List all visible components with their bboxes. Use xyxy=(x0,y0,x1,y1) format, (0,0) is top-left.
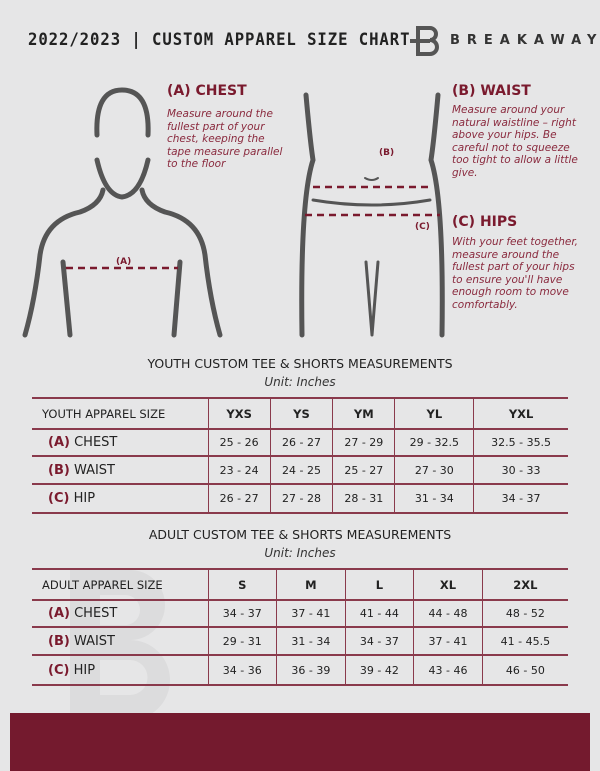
row-label: WAIST xyxy=(73,462,116,478)
row-label: HIP xyxy=(73,491,96,506)
cell: 41 - 44 xyxy=(344,599,414,628)
cell: 31 - 34 xyxy=(394,483,474,514)
waist-instructions: Measure around your natural waistline – … xyxy=(452,104,578,179)
row-tag: (C) xyxy=(48,662,70,678)
table-row: (A) CHEST 34 - 37 37 - 41 41 - 44 44 - 48 48 … xyxy=(32,599,568,628)
row-label: CHEST xyxy=(74,435,118,450)
table-header-row: YOUTH APPAREL SIZE YXS YS YM YL YXL xyxy=(32,397,568,430)
cell: 29 - 32.5 xyxy=(394,428,474,457)
cell: 46 - 50 xyxy=(481,654,568,686)
size-col: YL xyxy=(394,397,474,430)
cell: 39 - 42 xyxy=(344,654,414,686)
cell: 37 - 41 xyxy=(276,599,346,628)
cell: 36 - 39 xyxy=(276,654,346,686)
cell: 24 - 25 xyxy=(269,455,333,485)
cell: 44 - 48 xyxy=(413,599,483,628)
waist-marker: (B) xyxy=(379,148,395,158)
table-row: (C) HIP 34 - 36 36 - 39 39 - 42 43 - 46 46 - … xyxy=(32,654,568,686)
cell: 32.5 - 35.5 xyxy=(473,428,568,457)
size-header: ADULT APPAREL SIZE xyxy=(32,568,208,601)
row-label: CHEST xyxy=(74,606,118,621)
cell: 26 - 27 xyxy=(207,483,271,514)
hips-heading: (C) HIPS xyxy=(452,214,518,230)
row-tag: (A) xyxy=(48,435,70,450)
table-row: (B) WAIST 29 - 31 31 - 34 34 - 37 37 - 41 41 … xyxy=(32,626,568,656)
size-col: 2XL xyxy=(481,568,568,601)
table-row: (A) CHEST 25 - 26 26 - 27 27 - 29 29 - 32.5 3… xyxy=(32,428,568,457)
cell: 41 - 45.5 xyxy=(481,626,568,656)
row-label: WAIST xyxy=(73,633,116,649)
cell: 43 - 46 xyxy=(413,654,483,686)
adult-unit: Unit: Inches xyxy=(264,546,336,560)
size-col: YXL xyxy=(473,397,568,430)
footer-bar xyxy=(10,713,590,771)
hips-instructions: With your feet together, measure around … xyxy=(452,236,579,311)
cell: 23 - 24 xyxy=(207,455,271,485)
page-title: 2022/2023 | CUSTOM APPAREL SIZE CHART xyxy=(28,30,411,50)
cell: 27 - 30 xyxy=(394,455,474,485)
table-row: (B) WAIST 23 - 24 24 - 25 25 - 27 27 - 30 30 … xyxy=(32,455,568,485)
chest-marker: (A) xyxy=(116,257,132,267)
adult-size-table: ADULT APPAREL SIZE S M L XL 2XL (A) CHEST 34 … xyxy=(32,568,568,686)
row-tag: (A) xyxy=(48,606,70,621)
size-col: YS xyxy=(269,397,333,430)
row-tag: (B) xyxy=(48,462,70,478)
cell: 31 - 34 xyxy=(276,626,346,656)
cell: 26 - 27 xyxy=(269,428,333,457)
size-header: YOUTH APPAREL SIZE xyxy=(32,397,208,430)
table-header-row: ADULT APPAREL SIZE S M L XL 2XL xyxy=(32,568,568,601)
measure-lines xyxy=(66,185,440,270)
youth-table-title: YOUTH CUSTOM TEE & SHORTS MEASUREMENTS xyxy=(147,356,453,371)
breakaway-logo-icon xyxy=(410,26,439,56)
adult-table-title: ADULT CUSTOM TEE & SHORTS MEASUREMENTS xyxy=(148,527,452,542)
chest-figure-icon xyxy=(22,87,445,338)
chest-heading: (A) CHEST xyxy=(167,83,247,99)
size-col: L xyxy=(344,568,414,601)
table-row: (C) HIP 26 - 27 27 - 28 28 - 31 31 - 34 34 - … xyxy=(32,483,568,514)
row-tag: (C) xyxy=(48,491,70,506)
cell: 27 - 28 xyxy=(269,483,333,514)
youth-size-table: YOUTH APPAREL SIZE YXS YS YM YL YXL (A) CHES… xyxy=(32,397,568,514)
cell: 34 - 37 xyxy=(473,483,568,514)
cell: 48 - 52 xyxy=(481,599,568,628)
brand-name: BREAKAWAY xyxy=(450,33,600,48)
chest-instructions: Measure around the fullest part of your … xyxy=(167,108,283,171)
hips-marker: (C) xyxy=(415,222,430,232)
row-label: HIP xyxy=(73,662,96,678)
waist-heading: (B) WAIST xyxy=(452,83,531,99)
cell: 25 - 26 xyxy=(207,428,271,457)
cell: 27 - 29 xyxy=(332,428,395,457)
youth-unit: Unit: Inches xyxy=(264,375,336,389)
cell: 25 - 27 xyxy=(332,455,395,485)
cell: 34 - 36 xyxy=(207,654,277,686)
cell: 34 - 37 xyxy=(344,626,414,656)
size-col: YXS xyxy=(207,397,271,430)
cell: 28 - 31 xyxy=(332,483,395,514)
row-tag: (B) xyxy=(48,633,70,649)
cell: 29 - 31 xyxy=(207,626,277,656)
cell: 37 - 41 xyxy=(413,626,483,656)
size-col: M xyxy=(276,568,346,601)
body-diagram xyxy=(22,87,445,338)
cell: 34 - 37 xyxy=(207,599,277,628)
cell: 30 - 33 xyxy=(473,455,568,485)
size-col: XL xyxy=(413,568,483,601)
size-col: S xyxy=(207,568,277,601)
size-col: YM xyxy=(332,397,395,430)
